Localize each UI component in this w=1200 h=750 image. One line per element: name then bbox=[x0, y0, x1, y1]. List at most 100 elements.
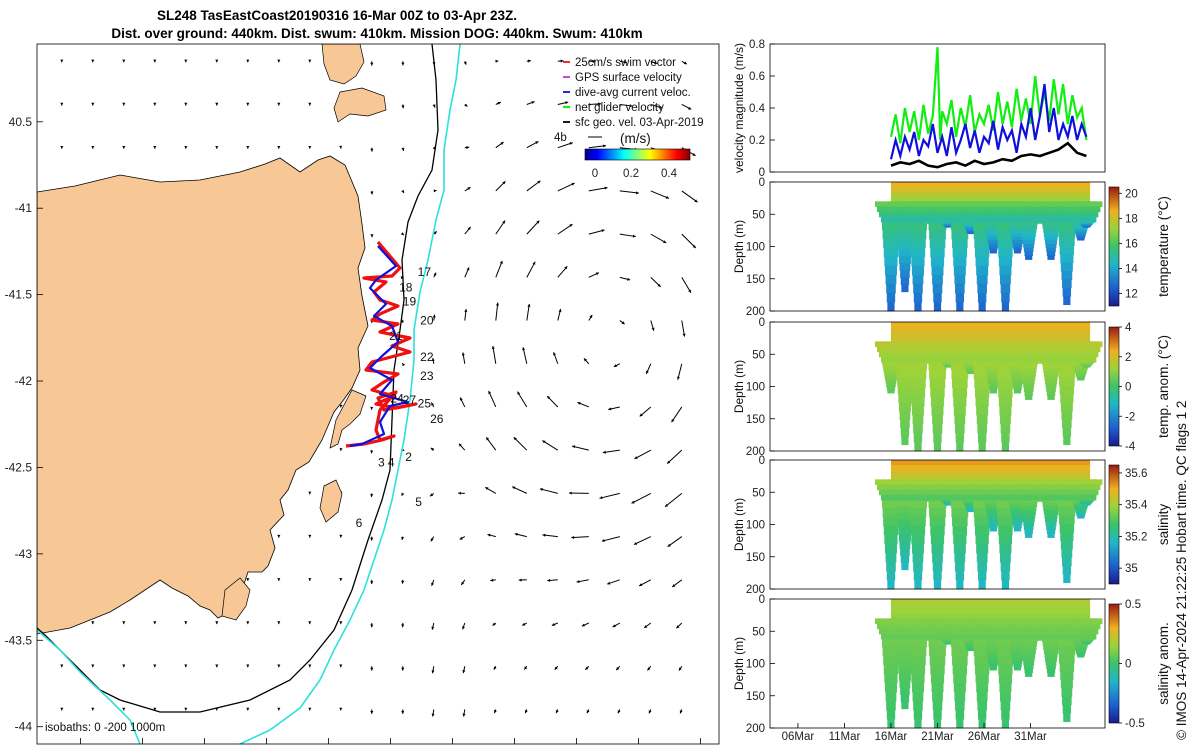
dive-upper-cell bbox=[993, 628, 1018, 635]
dive-profile-cell bbox=[1079, 362, 1094, 364]
dive-profile-cell bbox=[974, 516, 990, 527]
dive-profile-cell bbox=[1042, 360, 1061, 366]
velocity-arrow bbox=[495, 141, 504, 149]
dive-profile-cell bbox=[1010, 230, 1025, 235]
day-label: 22 bbox=[420, 350, 434, 364]
dive-profile-cell bbox=[1009, 505, 1026, 509]
depth-ylabel: Depth (m) bbox=[732, 637, 746, 690]
dive-upper-cell bbox=[1054, 489, 1079, 496]
velocity-arrow bbox=[277, 534, 281, 538]
colorbar-tick-label: 35.2 bbox=[1125, 531, 1147, 543]
dive-profile-cell bbox=[976, 691, 988, 702]
dive-profile-cell bbox=[1059, 523, 1075, 533]
velocity-arrow bbox=[122, 621, 126, 625]
dive-profile-cell bbox=[997, 378, 1014, 389]
velocity-arrow bbox=[671, 406, 683, 423]
map-ytick-label: -42 bbox=[15, 374, 33, 388]
dive-profile-cell bbox=[886, 570, 896, 581]
dive-profile-cell bbox=[966, 369, 976, 372]
dive-profile-cell bbox=[928, 498, 947, 509]
freycinet-peninsula bbox=[329, 389, 367, 449]
dive-profile-cell bbox=[909, 369, 927, 380]
dive-profile-cell bbox=[986, 647, 1001, 652]
isobaths-label: isobaths: 0 -200 1000m bbox=[45, 722, 165, 734]
dive-profile-cell bbox=[978, 301, 986, 312]
velocity-arrow bbox=[617, 709, 621, 714]
velocity-arrow bbox=[619, 320, 625, 325]
dive-profile-cell bbox=[998, 534, 1013, 545]
dive-profile-cell bbox=[1080, 363, 1093, 366]
dive-profile-cell bbox=[984, 223, 1002, 228]
dive-upper-cell bbox=[894, 633, 915, 640]
depth-tick-label: 150 bbox=[746, 274, 765, 286]
dive-upper-cell bbox=[1037, 206, 1066, 213]
dive-profile-cell bbox=[1043, 368, 1059, 373]
dive-profile-cell bbox=[975, 534, 989, 545]
dive-profile-cell bbox=[914, 718, 922, 729]
velocity-arrow bbox=[401, 492, 405, 496]
map-legend: 25cm/s swim vector GPS surface velocity … bbox=[554, 57, 704, 180]
dive-profile-cell bbox=[973, 369, 991, 380]
dive-profile-cell bbox=[1020, 502, 1038, 507]
velocity-arrow bbox=[91, 145, 95, 149]
velocity-arrow bbox=[370, 190, 374, 195]
day-label: 24 bbox=[390, 391, 404, 405]
dive-profile-cell bbox=[998, 247, 1013, 258]
dive-profile-cell bbox=[965, 368, 977, 371]
dive-profile-cell bbox=[895, 498, 914, 507]
dive-profile-cell bbox=[1001, 441, 1010, 452]
velocity-arrow bbox=[557, 265, 568, 278]
dive-profile-cell bbox=[1076, 653, 1086, 656]
velocity-arrow bbox=[495, 302, 500, 321]
surface-layer-cell bbox=[890, 609, 1091, 615]
dive-profile-cell bbox=[989, 524, 998, 529]
dive-profile-cell bbox=[1008, 360, 1027, 365]
dive-profile-cell bbox=[976, 274, 988, 285]
dive-profile-cell bbox=[912, 691, 924, 702]
dive-profile-cell bbox=[1022, 236, 1036, 241]
dive-profile-cell bbox=[943, 503, 954, 505]
map-colorbar-tick-2: 0.4 bbox=[661, 168, 678, 180]
velocity-arrow bbox=[401, 536, 405, 541]
velocity-arrow bbox=[488, 390, 497, 408]
dive-profile-cell bbox=[942, 501, 955, 504]
velocity-arrow bbox=[586, 709, 590, 714]
panel-temp-anom-: 0 50 100 150 200 Depth (m) -4 -2 0 2 4 temp. anom. … bbox=[732, 317, 1171, 458]
velocity-arrow bbox=[122, 664, 126, 668]
dive-profile-cell bbox=[1044, 236, 1058, 241]
dive-profile-cell bbox=[967, 510, 975, 513]
velocity-arrow bbox=[339, 145, 343, 149]
dive-profile-cell bbox=[912, 414, 924, 425]
colorbar-tick-label: 18 bbox=[1125, 213, 1138, 225]
velocity-arrow bbox=[526, 59, 531, 63]
dive-profile-cell bbox=[987, 657, 999, 661]
dive-profile-cell bbox=[1073, 641, 1089, 645]
dive-profile-cell bbox=[930, 387, 945, 398]
dive-profile-cell bbox=[998, 664, 1013, 675]
dive-profile-cell bbox=[1081, 503, 1092, 505]
velocity-arrow bbox=[647, 665, 652, 671]
velocity-arrow bbox=[339, 707, 343, 711]
dive-upper-cell bbox=[1072, 484, 1101, 491]
dive-upper-cell bbox=[1039, 351, 1064, 358]
dive-profile-cell bbox=[1012, 243, 1023, 247]
dive-profile-cell bbox=[1013, 386, 1022, 391]
dive-profile-cell bbox=[1047, 255, 1055, 260]
dive-profile-cell bbox=[965, 645, 977, 648]
dive-profile-cell bbox=[951, 369, 969, 380]
surface-layer-cell bbox=[890, 465, 1091, 471]
dive-upper-cell bbox=[927, 494, 948, 501]
depth-ylabel: Depth (m) bbox=[732, 220, 746, 273]
colorbar-tick-label: 2 bbox=[1125, 352, 1131, 364]
dive-profile-cell bbox=[1062, 557, 1072, 567]
dive-profile-cell bbox=[1011, 376, 1024, 381]
velocity-arrow bbox=[153, 145, 157, 149]
velocity-arrow bbox=[464, 186, 471, 192]
dive-profile-cell bbox=[996, 360, 1015, 371]
figure-title-line2: Dist. over ground: 440km. Dist. swum: 41… bbox=[111, 26, 642, 41]
depth-tick-label: 50 bbox=[752, 626, 765, 638]
dive-upper-cell bbox=[878, 628, 903, 635]
dive-profile-cell bbox=[930, 525, 945, 536]
dive-upper-cell bbox=[927, 216, 948, 223]
dive-profile-cell bbox=[964, 503, 978, 506]
